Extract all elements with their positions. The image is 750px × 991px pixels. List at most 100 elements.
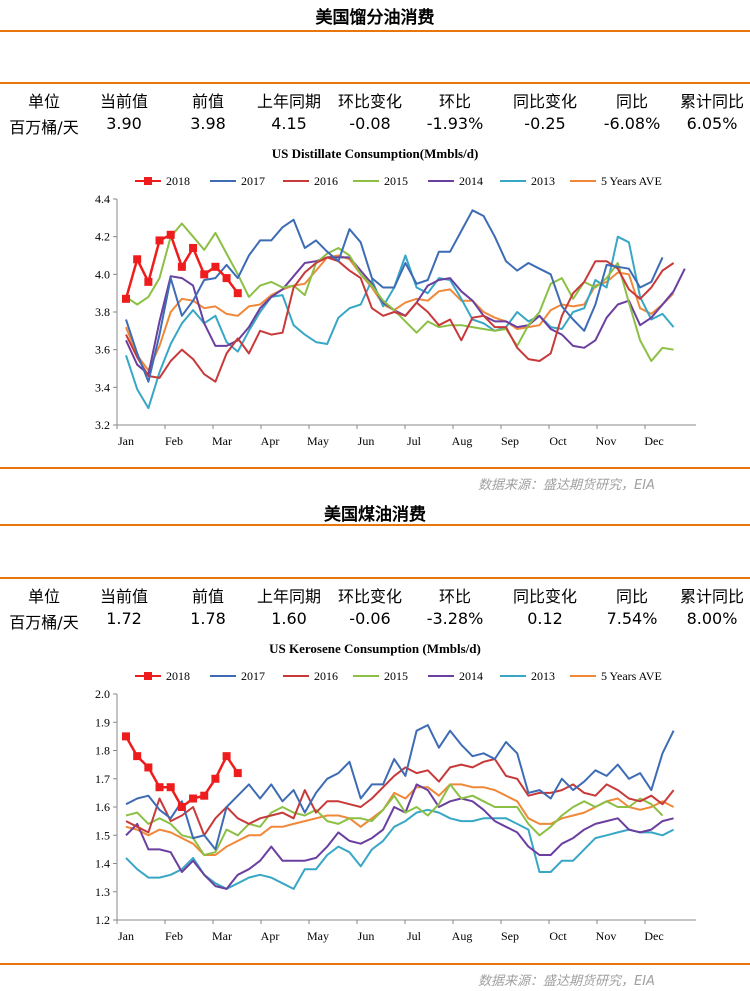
source-note: 数据来源：盛达期货研究，EIA: [478, 478, 655, 493]
stats-header-cell: 当前值: [99, 92, 149, 111]
data-point-2018: [144, 763, 153, 772]
stats-header-cell: 累计同比: [679, 587, 745, 606]
x-tick-label: Sep: [501, 929, 519, 943]
stats-value-cell: 百万桶/天: [9, 613, 79, 632]
legend-label: 2015: [384, 669, 408, 683]
y-tick-label: 4.0: [95, 267, 110, 281]
series-line-2017: [125, 209, 664, 383]
y-tick-label: 1.2: [95, 913, 110, 927]
data-point-2018: [200, 270, 209, 279]
legend-marker: [144, 177, 152, 185]
series-line-2013: [125, 808, 675, 890]
data-point-2018: [189, 243, 198, 252]
stats-value-cell: 6.05%: [686, 114, 738, 133]
y-tick-label: 3.4: [95, 380, 110, 394]
x-tick-label: Jan: [118, 434, 134, 448]
divider: [0, 82, 750, 84]
divider: [0, 30, 750, 32]
series-line-2016: [125, 256, 675, 383]
y-tick-label: 1.3: [95, 885, 110, 899]
y-tick-label: 1.6: [95, 800, 110, 814]
legend-label: 2013: [531, 669, 555, 683]
x-tick-label: Jun: [358, 929, 375, 943]
x-tick-label: Jun: [358, 434, 375, 448]
legend-label: 2016: [314, 174, 338, 188]
divider: [0, 577, 750, 579]
stats-header-cell: 累计同比: [679, 92, 745, 111]
kerosene-consumption-chart: US Kerosene Consumption (Mmbls/d) 2018 201…: [95, 641, 696, 943]
x-tick-label: Apr: [261, 929, 280, 943]
data-point-2018: [122, 294, 130, 303]
x-tick-label: May: [307, 929, 329, 943]
stats-value-cell: 8.00%: [686, 609, 738, 628]
stats-header-cell: 环比: [438, 92, 472, 111]
data-point-2018: [222, 274, 231, 283]
stats-header-cell: 同比变化: [512, 587, 578, 606]
x-tick-label: Oct: [549, 434, 567, 448]
x-tick-label: Jan: [118, 929, 134, 943]
data-point-2018: [155, 236, 164, 245]
divider: [0, 467, 750, 469]
x-tick-label: Jul: [407, 929, 422, 943]
y-tick-label: 1.7: [95, 772, 110, 786]
stats-value-cell: 0.12: [527, 609, 563, 628]
x-tick-label: Aug: [452, 929, 473, 943]
stats-value-cell: 4.15: [271, 114, 307, 133]
divider: [0, 524, 750, 526]
stats-value-cell: 3.90: [106, 114, 142, 133]
stats-value-row: 百万桶/天 3.90 3.98 4.15 -0.08 -1.93% -0.25 -6.08% 6…: [0, 114, 750, 138]
x-tick-label: Nov: [596, 929, 617, 943]
y-tick-label: 1.4: [95, 857, 110, 871]
data-point-2018: [200, 791, 209, 800]
stats-header-cell: 上年同期: [256, 92, 322, 111]
data-point-2018: [166, 783, 175, 792]
stats-header-cell: 环比变化: [337, 92, 403, 111]
legend-label: 2016: [314, 669, 338, 683]
data-point-2018: [133, 255, 142, 264]
stats-header-cell: 前值: [191, 587, 225, 606]
series-line-5-years-ave: [125, 254, 675, 372]
legend-label: 5 Years AVE: [601, 669, 662, 683]
x-tick-label: Aug: [452, 434, 473, 448]
x-tick-label: Dec: [644, 929, 663, 943]
data-point-2018: [233, 289, 242, 298]
x-tick-label: Apr: [261, 434, 280, 448]
stats-value-cell: 1.72: [106, 609, 142, 628]
legend-marker: [144, 672, 152, 680]
x-tick-label: Dec: [644, 434, 663, 448]
stats-value-cell: 3.98: [190, 114, 226, 133]
x-tick-label: Jul: [407, 434, 422, 448]
stats-value-cell: -0.08: [349, 114, 391, 133]
y-tick-label: 2.0: [95, 687, 110, 701]
series-line-2017: [125, 724, 675, 851]
y-tick-label: 1.5: [95, 828, 110, 842]
y-tick-label: 3.2: [95, 418, 110, 432]
stats-header-cell: 单位: [27, 92, 61, 111]
y-tick-label: 3.6: [95, 343, 110, 357]
stats-header-row: 单位 当前值 前值 上年同期 环比变化 环比 同比变化 同比 累计同比: [0, 88, 750, 112]
legend-label: 2018: [166, 669, 190, 683]
stats-header-cell: 单位: [27, 587, 61, 606]
data-point-2018: [189, 794, 198, 803]
section-title-kerosene: 美国煤油消费: [324, 505, 426, 525]
series-line-2015: [125, 783, 664, 856]
series-line-2013: [125, 235, 675, 410]
data-point-2018: [122, 732, 130, 741]
legend-label: 2017: [241, 174, 265, 188]
stats-value-cell: -6.08%: [603, 114, 661, 133]
stats-value-cell: 7.54%: [606, 609, 658, 628]
stats-header-cell: 环比变化: [337, 587, 403, 606]
series-line-5-years-ave: [125, 783, 675, 856]
data-point-2018: [233, 769, 242, 778]
data-point-2018: [144, 277, 153, 286]
chart-title: US Distillate Consumption(Mmbls/d): [272, 146, 479, 161]
stats-header-cell: 同比: [615, 587, 649, 606]
chart-title: US Kerosene Consumption (Mmbls/d): [269, 641, 481, 656]
stats-value-cell: -3.28%: [426, 609, 484, 628]
x-tick-label: Nov: [596, 434, 617, 448]
stats-header-cell: 同比变化: [512, 92, 578, 111]
distillate-consumption-chart: US Distillate Consumption(Mmbls/d) 2018 20…: [95, 146, 696, 448]
data-point-2018: [177, 803, 186, 811]
stats-value-cell: -1.93%: [426, 114, 484, 133]
legend-label: 5 Years AVE: [601, 174, 662, 188]
